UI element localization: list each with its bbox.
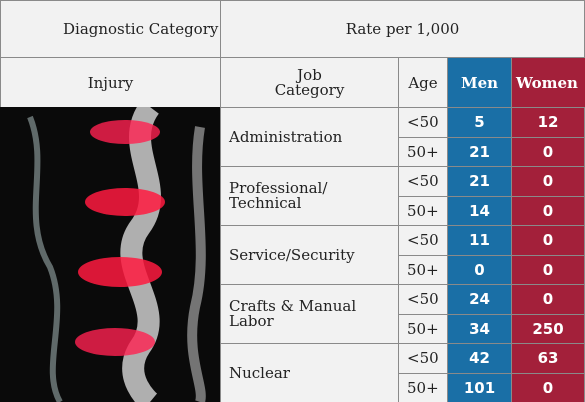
men-rate-cell: 21: [447, 166, 512, 197]
header-cell: Job Category: [220, 57, 399, 108]
age-cell: 50+: [398, 195, 448, 226]
age-cell: <50: [398, 166, 448, 197]
women-rate-cell: 0: [511, 225, 585, 256]
job-category-cell: Administration: [220, 107, 399, 167]
age-cell: 50+: [398, 372, 448, 402]
age-cell: <50: [398, 343, 448, 374]
women-rate-cell: 250: [511, 313, 585, 344]
women-rate-cell: 63: [511, 343, 585, 374]
header-cell: Rate per 1,000: [220, 0, 585, 58]
men-rate-cell: 34: [447, 313, 512, 344]
job-category-cell: Nuclear: [220, 343, 399, 402]
men-rate-cell: 42: [447, 343, 512, 374]
men-rate-cell: 11: [447, 225, 512, 256]
age-cell: <50: [398, 107, 448, 138]
age-cell: 50+: [398, 313, 448, 344]
men-rate-cell: 14: [447, 195, 512, 226]
women-rate-cell: 12: [511, 107, 585, 138]
women-rate-cell: 0: [511, 136, 585, 167]
header-cell: Women: [511, 57, 585, 108]
header-cell: Men: [447, 57, 512, 108]
women-rate-cell: 0: [511, 254, 585, 285]
women-rate-cell: 0: [511, 284, 585, 315]
job-category-cell: Service/Security: [220, 225, 399, 285]
women-rate-cell: 0: [511, 166, 585, 197]
spine-image: [0, 107, 221, 402]
age-cell: <50: [398, 225, 448, 256]
job-category-cell: Crafts & Manual Labor: [220, 284, 399, 344]
header-cell: Injury: [0, 57, 221, 108]
women-rate-cell: 0: [511, 195, 585, 226]
job-category-cell: Professional/ Technical: [220, 166, 399, 226]
men-rate-cell: 21: [447, 136, 512, 167]
men-rate-cell: 0: [447, 254, 512, 285]
women-rate-cell: 0: [511, 372, 585, 402]
age-cell: 50+: [398, 254, 448, 285]
age-cell: <50: [398, 284, 448, 315]
men-rate-cell: 5: [447, 107, 512, 138]
header-cell: Age: [398, 57, 448, 108]
header-cell: Diagnostic Category: [0, 0, 221, 58]
age-cell: 50+: [398, 136, 448, 167]
men-rate-cell: 101: [447, 372, 512, 402]
men-rate-cell: 24: [447, 284, 512, 315]
